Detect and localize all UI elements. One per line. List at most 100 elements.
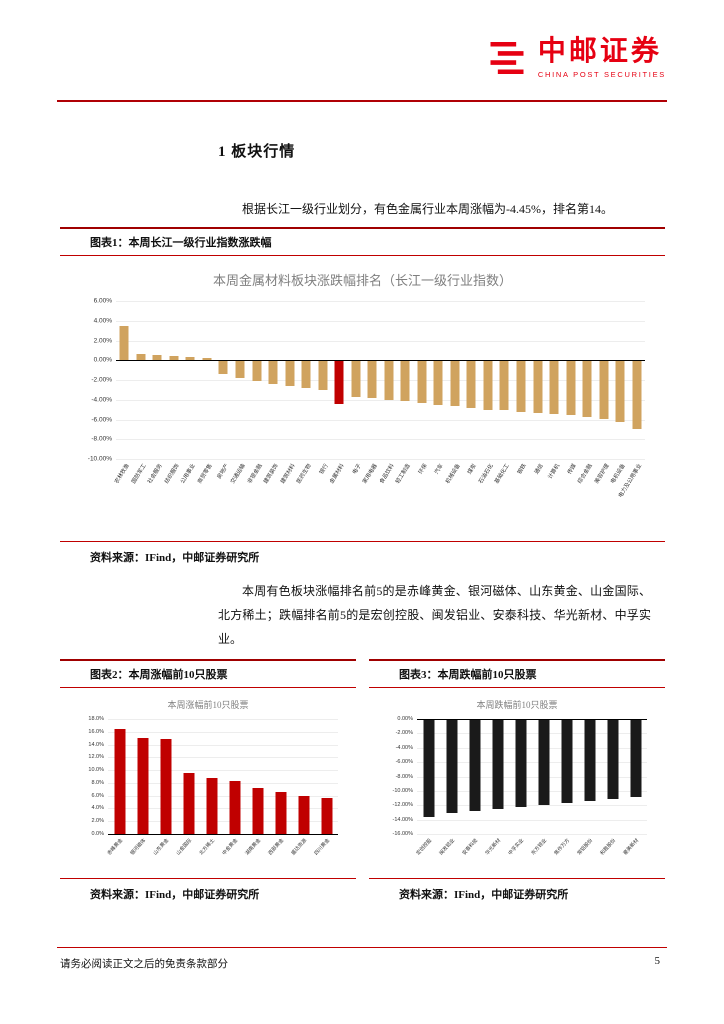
y-tick-label: -2.00% <box>91 376 112 384</box>
x-tick-label: 北方稀土 <box>199 838 217 857</box>
bar-column <box>364 301 381 459</box>
bar-column <box>154 719 177 834</box>
x-label-column: 银行 <box>314 459 331 541</box>
x-label-column: 赤峰黄金 <box>108 834 131 878</box>
industry-change-bar-chart: 本周金属材料板块涨跌幅排名（长江一级行业指数） 6.00% 4.00% 2.00% 0… <box>60 270 665 541</box>
bar-column <box>579 301 596 459</box>
footer-divider <box>57 947 667 948</box>
bar-column <box>292 719 315 834</box>
y-tick-label: -8.00% <box>91 435 112 443</box>
gridline <box>108 782 338 784</box>
bar-column <box>628 301 645 459</box>
bar-column <box>182 301 199 459</box>
brand-name-en: CHINA POST SECURITIES <box>537 69 666 79</box>
gridline <box>116 340 645 342</box>
x-label-column: 通信 <box>529 459 546 541</box>
x-tick-label: 华光新材 <box>485 838 503 857</box>
bar-column <box>131 719 154 834</box>
x-tick-label: 社会服务 <box>147 463 165 485</box>
bar <box>367 360 377 398</box>
x-label-column: 电力及公用事业 <box>618 459 645 541</box>
y-tick-label: -8.00% <box>395 773 413 780</box>
x-tick-label: 银行 <box>318 463 330 476</box>
gridline <box>417 762 647 764</box>
chart-3-title: 本周跌幅前10只股票 <box>476 700 558 710</box>
gridline <box>417 819 647 821</box>
x-label-column: 安泰科技 <box>463 834 486 878</box>
x-tick-label: 和胜股份 <box>600 838 618 857</box>
chart-2-plot-area: 18.0% 16.0% 14.0% 12.0% 10.0% 8.0% 6.0% 4.0% 2.0… <box>88 716 338 837</box>
x-tick-label: 综合金融 <box>577 463 594 485</box>
brand-logo-text: 中邮证券 CHINA POST SECURITIES <box>537 37 666 79</box>
x-tick-label: 中金黄金 <box>222 838 240 857</box>
bar-column <box>417 719 440 834</box>
x-tick-label: 建筑装饰 <box>263 463 280 485</box>
top-gainers-bar-chart: 本周涨幅前10只股票 18.0% 16.0% 14.0% 12.0% 10.0% 8.0%… <box>60 698 356 878</box>
x-label-column: 计算机 <box>546 459 563 541</box>
y-tick-label: -16.00% <box>392 831 414 837</box>
bar-column <box>595 301 612 459</box>
top-losers-bar-chart: 本周跌幅前10只股票 0.00% -2.00% -4.00% -6.00% -8.00%… <box>369 698 665 878</box>
x-tick-label: 美容护理 <box>593 463 611 485</box>
bar <box>321 798 332 834</box>
gridline <box>108 795 338 797</box>
brand-logo: 中邮证券 CHINA POST SECURITIES <box>485 36 666 80</box>
x-tick-label: 非银金融 <box>246 463 264 485</box>
x-label-column: 机械设备 <box>445 459 464 541</box>
bar <box>417 360 427 403</box>
bar <box>285 360 295 386</box>
x-tick-label: 环保 <box>417 463 429 476</box>
x-label-column: 建筑材料 <box>280 459 298 541</box>
bar-column <box>347 301 364 459</box>
bar <box>469 719 480 811</box>
x-tick-label: 国防军工 <box>130 463 148 485</box>
gridline <box>116 301 645 302</box>
y-tick-label: 6.0% <box>91 792 104 799</box>
x-label-column: 房地产 <box>215 459 232 541</box>
bar <box>566 360 576 415</box>
x-tick-label: 煤炭 <box>467 463 479 476</box>
x-tick-label: 东方钽业 <box>531 838 549 857</box>
y-tick-label: -2.00% <box>395 730 413 737</box>
x-label-column: 山东黄金 <box>154 834 177 878</box>
gridline <box>108 757 338 759</box>
x-label-column: 四川黄金 <box>315 834 338 878</box>
chart-1-plot-area: 6.00% 4.00% 2.00% 0.00% -2.00% -4.00% -6.00% -8… <box>88 298 645 463</box>
bar-column <box>562 301 579 459</box>
figure-2-source: 资料来源：IFind，中邮证券研究所 <box>60 878 356 906</box>
x-label-column: 纺织服饰 <box>164 459 183 541</box>
bar <box>318 360 328 390</box>
x-label-column: 石油石化 <box>478 459 497 541</box>
gridline <box>417 733 647 735</box>
y-tick-label: 16.0% <box>88 728 104 735</box>
y-tick-label: 4.00% <box>93 317 112 325</box>
x-label-column: 基础化工 <box>495 459 513 541</box>
x-tick-label: 安泰科技 <box>462 838 480 857</box>
y-tick-label: 12.0% <box>88 754 104 761</box>
y-tick-label: 10.0% <box>88 767 104 774</box>
figure-3-source: 资料来源：IFind，中邮证券研究所 <box>369 878 665 906</box>
bar <box>119 325 129 361</box>
x-label-column: 湖南黄金 <box>246 834 269 878</box>
x-label-column: 公用事业 <box>180 459 199 541</box>
bar-column <box>555 719 578 834</box>
gridline <box>116 439 645 441</box>
bar <box>268 360 278 384</box>
gridline <box>108 821 338 823</box>
bar-column <box>166 301 183 459</box>
bar <box>584 719 595 801</box>
y-tick-label: -12.00% <box>392 802 414 809</box>
bar-column <box>314 301 331 459</box>
bar <box>136 354 146 361</box>
gridline <box>108 808 338 810</box>
bars-row <box>417 719 647 834</box>
bar <box>515 719 526 807</box>
x-tick-label: 中孚实业 <box>508 838 526 857</box>
y-tick-label: 4.0% <box>91 805 104 812</box>
bar-column <box>177 719 200 834</box>
bar-column <box>381 301 398 459</box>
x-label-column: 传媒 <box>562 459 579 541</box>
bar <box>183 773 194 834</box>
y-tick-label: -10.00% <box>392 787 414 794</box>
